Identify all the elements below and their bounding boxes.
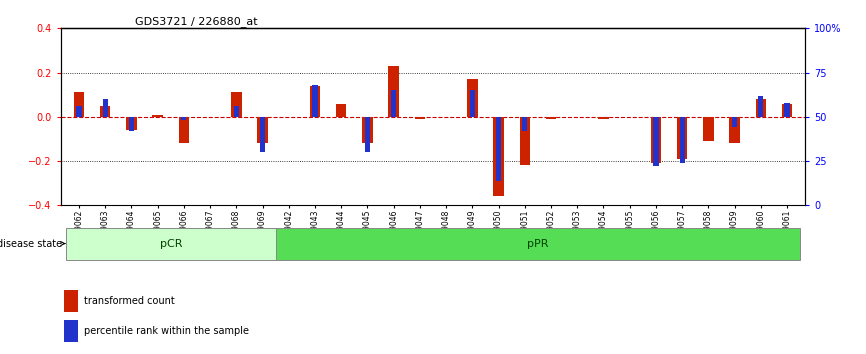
Bar [677,117,688,159]
Bar [310,86,320,117]
Bar [415,117,425,119]
Bar [758,96,764,117]
Bar [76,106,81,117]
Bar [152,115,163,117]
Bar [336,104,346,117]
Text: pCR: pCR [159,239,182,249]
Bar [365,117,370,152]
Bar [729,117,740,143]
Bar [522,117,527,131]
Text: pPR: pPR [527,239,549,249]
Text: disease state: disease state [0,239,65,249]
Bar [181,117,186,120]
Bar [732,117,737,127]
Bar [66,228,275,260]
Bar [755,99,766,117]
Bar [703,117,714,141]
Bar [64,290,78,312]
Bar [546,117,556,119]
Bar [126,117,137,130]
Bar [362,117,372,143]
Bar [469,90,475,117]
Bar [467,79,477,117]
Bar [234,106,239,117]
Bar [231,92,242,117]
Bar [785,103,790,117]
Text: transformed count: transformed count [85,296,175,306]
Text: percentile rank within the sample: percentile rank within the sample [85,326,249,336]
Bar [64,320,78,342]
Bar [389,66,399,117]
Bar [496,117,501,181]
Bar [178,117,189,143]
Bar [782,104,792,117]
Bar [391,90,397,117]
Bar [129,117,134,131]
Bar [257,117,268,143]
Text: GDS3721 / 226880_at: GDS3721 / 226880_at [135,16,258,27]
Bar [260,117,265,152]
Bar [598,117,609,119]
Bar [313,85,318,117]
Bar [74,92,84,117]
Bar [650,117,661,163]
Bar [102,99,108,117]
Bar [653,117,658,166]
Bar [494,117,504,196]
Bar [100,106,111,117]
Bar [275,228,800,260]
Bar [680,117,685,163]
Bar [520,117,530,166]
